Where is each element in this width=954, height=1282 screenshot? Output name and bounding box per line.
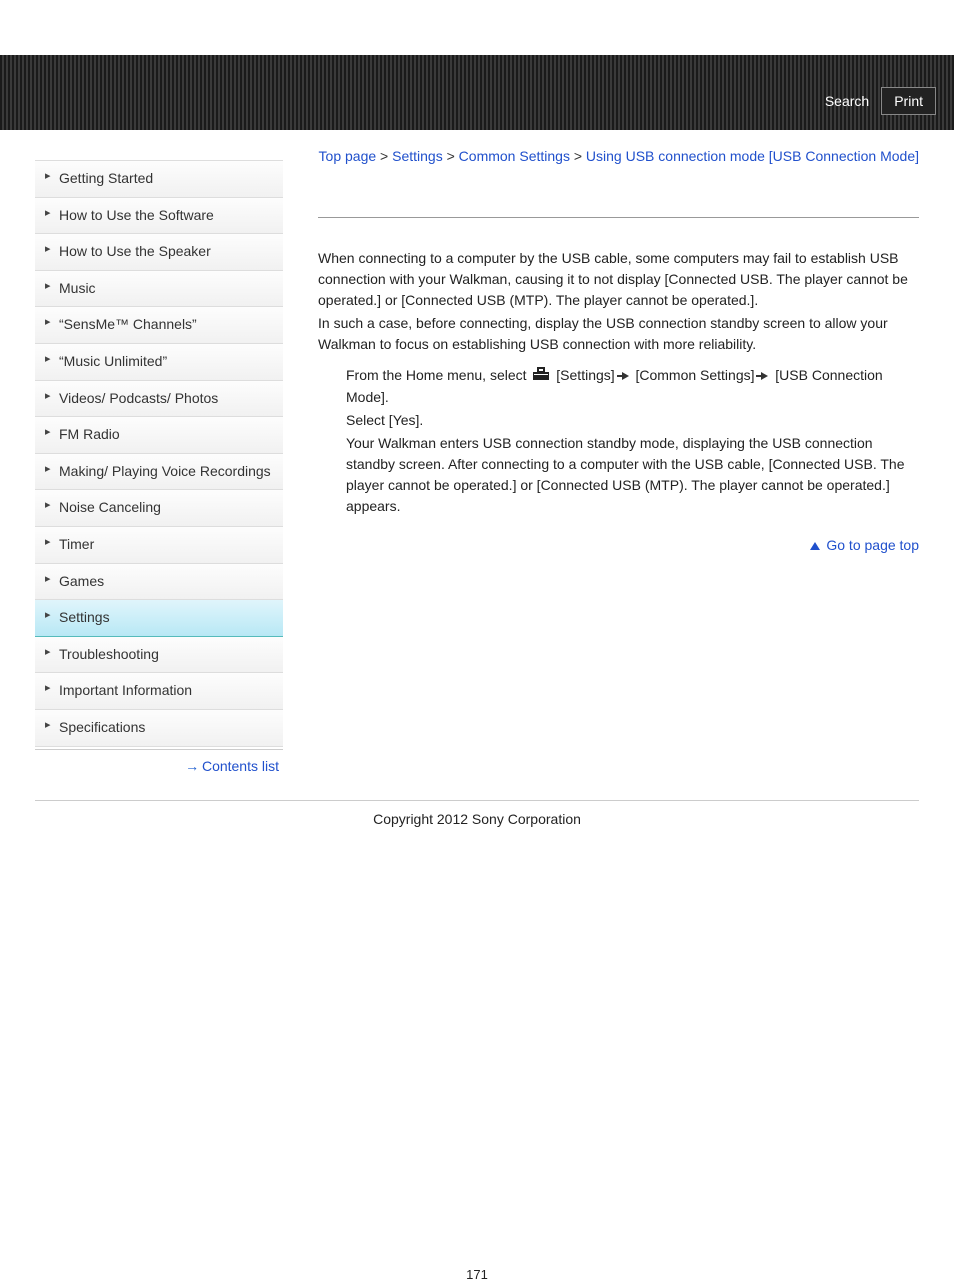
sidebar-item[interactable]: Getting Started [35, 161, 283, 198]
sidebar-item[interactable]: How to Use the Software [35, 198, 283, 235]
main-content: Top page > Settings > Common Settings > … [283, 140, 919, 782]
sidebar-item[interactable]: Games [35, 564, 283, 601]
breadcrumb: Top page > Settings > Common Settings > … [318, 146, 919, 167]
step-line: Your Walkman enters USB connection stand… [346, 433, 919, 517]
sidebar-item[interactable]: Videos/ Podcasts/ Photos [35, 381, 283, 418]
sidebar-item[interactable]: FM Radio [35, 417, 283, 454]
triangle-up-icon [810, 542, 820, 550]
breadcrumb-link[interactable]: Top page [319, 148, 377, 164]
sidebar-item[interactable]: Troubleshooting [35, 637, 283, 674]
go-to-top-link[interactable]: Go to page top [826, 537, 919, 553]
contents-list-link[interactable]: Contents list [202, 758, 279, 774]
settings-toolbox-icon [532, 366, 550, 387]
sidebar-item[interactable]: Important Information [35, 673, 283, 710]
sidebar-item[interactable]: Making/ Playing Voice Recordings [35, 454, 283, 491]
sidebar-item[interactable]: Music [35, 271, 283, 308]
breadcrumb-link[interactable]: Common Settings [459, 148, 570, 164]
print-button[interactable]: Print [881, 87, 936, 115]
paragraph: In such a case, before connecting, displ… [318, 313, 919, 355]
sidebar-item[interactable]: Specifications [35, 710, 283, 747]
step-line: Select [Yes]. [346, 410, 919, 431]
sidebar-item[interactable]: “SensMe™ Channels” [35, 307, 283, 344]
step-text: From the Home menu, select [346, 367, 530, 383]
header-actions: Search Print [825, 87, 936, 115]
page-header: Search Print [0, 55, 954, 130]
breadcrumb-link[interactable]: Settings [392, 148, 443, 164]
search-link[interactable]: Search [825, 93, 869, 109]
steps-block: From the Home menu, select [Settings] [C… [318, 365, 919, 517]
section-divider [318, 217, 919, 218]
page-number: 171 [0, 1267, 954, 1282]
paragraph: When connecting to a computer by the USB… [318, 248, 919, 311]
arrow-right-icon: → [185, 758, 198, 774]
step-line: From the Home menu, select [Settings] [C… [346, 365, 919, 408]
arrow-right-icon [622, 372, 629, 380]
step-text: [Settings] [556, 367, 618, 383]
breadcrumb-link[interactable]: Using USB connection mode [USB Connectio… [586, 148, 919, 164]
breadcrumb-separator: > [376, 148, 392, 164]
sidebar-item[interactable]: Timer [35, 527, 283, 564]
sidebar-item[interactable]: Noise Canceling [35, 490, 283, 527]
step-text: [Common Settings] [635, 367, 758, 383]
arrow-right-icon [761, 372, 768, 380]
copyright-text: Copyright 2012 Sony Corporation [35, 800, 919, 827]
breadcrumb-separator: > [570, 148, 586, 164]
go-to-top-row: Go to page top [318, 537, 919, 553]
body-text: When connecting to a computer by the USB… [318, 248, 919, 517]
sidebar-nav: Getting StartedHow to Use the SoftwareHo… [35, 140, 283, 782]
sidebar-item[interactable]: How to Use the Speaker [35, 234, 283, 271]
contents-list-row: → Contents list [35, 749, 283, 782]
sidebar-item[interactable]: “Music Unlimited” [35, 344, 283, 381]
sidebar-item[interactable]: Settings [35, 600, 283, 637]
breadcrumb-separator: > [443, 148, 459, 164]
